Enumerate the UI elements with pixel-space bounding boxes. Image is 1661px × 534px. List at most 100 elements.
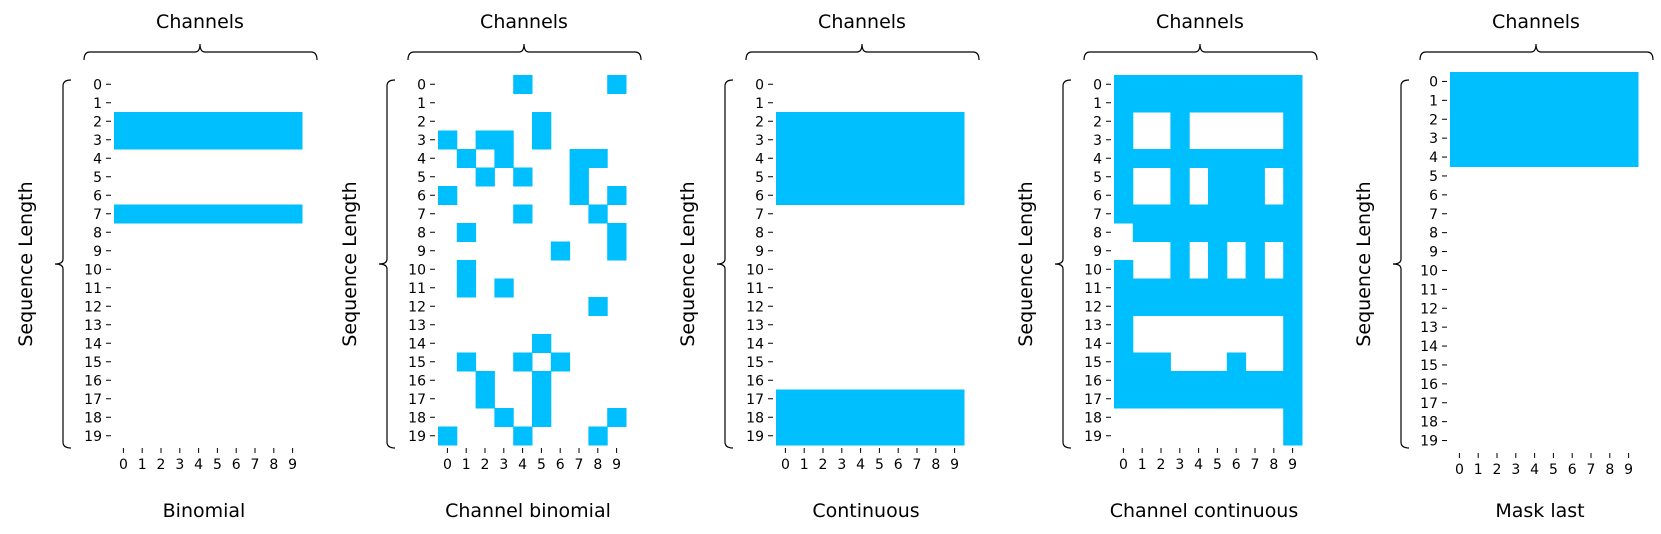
y-tick-label: 14: [1084, 336, 1102, 352]
y-tick-label: 15: [408, 355, 426, 371]
masked-cell: [456, 278, 477, 298]
masked-cell: [1619, 147, 1639, 167]
masked-cell: [776, 389, 796, 409]
masked-cell: [907, 186, 927, 205]
y-axis-label: Sequence Length: [15, 181, 37, 346]
masked-cell: [1208, 149, 1228, 168]
masked-cell: [1151, 93, 1171, 113]
y-axis-label: Sequence Length: [1015, 181, 1037, 346]
masked-cell: [945, 149, 965, 168]
masked-cell: [1487, 90, 1507, 111]
y-tick-label: 7: [1093, 207, 1102, 223]
masked-cell: [776, 408, 796, 427]
masked-cell: [1189, 278, 1209, 298]
y-axis-bracket: [1054, 79, 1072, 449]
masked-cell: [132, 204, 153, 224]
masked-cell: [776, 167, 796, 187]
masked-cell: [494, 130, 514, 150]
masked-cell: [1114, 352, 1134, 372]
y-tick-label: 7: [93, 207, 102, 223]
y-tick-label: 17: [84, 392, 102, 408]
masked-cell: [264, 130, 284, 150]
masked-cell: [151, 112, 171, 131]
masked-cell: [888, 186, 909, 205]
masked-cell: [1450, 109, 1470, 130]
y-tick-label: 2: [417, 114, 426, 130]
masked-cell: [870, 149, 890, 168]
x-tick-label: 0: [119, 457, 128, 473]
masked-cell: [1170, 167, 1190, 187]
masked-cell: [1264, 297, 1284, 316]
x-tick-label: 5: [213, 457, 222, 473]
y-tick-label: 18: [746, 410, 764, 426]
masked-cell: [588, 297, 608, 316]
x-tick-label: 9: [612, 457, 621, 473]
masked-cell: [888, 149, 909, 168]
y-tick-label: 19: [746, 429, 764, 445]
masked-cell: [1170, 278, 1190, 298]
x-tick-label: 2: [481, 457, 490, 473]
masked-cell: [1283, 167, 1303, 187]
masked-cell: [1208, 93, 1228, 113]
masked-cell: [794, 112, 815, 131]
y-tick-label: 4: [1093, 151, 1102, 167]
masked-cell: [607, 408, 627, 427]
masked-cell: [1170, 223, 1190, 242]
y-tick-label: 8: [1429, 226, 1438, 242]
masked-cell: [1283, 260, 1303, 279]
y-tick-label: 14: [408, 336, 426, 352]
x-tick-label: 2: [1493, 462, 1502, 478]
y-tick-label: 12: [746, 299, 764, 315]
x-axis-bracket: [1083, 43, 1318, 61]
masked-cell: [114, 204, 134, 224]
masked-cell: [438, 186, 458, 205]
masked-cell: [1226, 93, 1247, 113]
masked-cell: [870, 186, 890, 205]
masked-cell: [1226, 223, 1247, 242]
masked-cell: [1525, 90, 1545, 111]
masked-cell: [438, 426, 458, 446]
y-tick-label: 6: [1429, 188, 1438, 204]
y-tick-label: 13: [746, 318, 764, 334]
masked-cell: [1619, 72, 1639, 92]
y-tick-label: 5: [93, 170, 102, 186]
y-tick-label: 0: [1429, 74, 1438, 90]
masked-cell: [813, 408, 833, 427]
x-tick-label: 0: [1455, 462, 1464, 478]
masked-cell: [1619, 90, 1639, 111]
masked-cell: [475, 130, 495, 150]
masked-cell: [1245, 297, 1265, 316]
masked-cell: [832, 130, 852, 150]
y-tick-label: 19: [84, 429, 102, 445]
y-tick-label: 17: [1084, 392, 1102, 408]
masked-cell: [851, 167, 871, 187]
masked-cell: [1245, 223, 1265, 242]
x-axis-bracket: [1419, 43, 1654, 61]
y-tick-label: 15: [1084, 355, 1102, 371]
masked-cell: [456, 352, 477, 372]
y-tick-label: 17: [1420, 396, 1438, 412]
masked-cell: [794, 408, 815, 427]
y-tick-label: 5: [1093, 170, 1102, 186]
masked-cell: [907, 149, 927, 168]
masked-cell: [813, 149, 833, 168]
masked-cell: [532, 112, 552, 131]
masked-cell: [832, 426, 852, 446]
y-tick-label: 2: [1429, 112, 1438, 128]
masked-cell: [1544, 90, 1564, 111]
y-tick-label: 7: [1429, 207, 1438, 223]
masked-cell: [888, 426, 909, 446]
masked-cell: [1151, 297, 1171, 316]
masked-cell: [776, 426, 796, 446]
x-tick-label: 8: [1269, 457, 1278, 473]
y-tick-label: 0: [417, 77, 426, 93]
masked-cell: [1619, 109, 1639, 130]
y-tick-label: 12: [408, 299, 426, 315]
masked-cell: [1487, 72, 1507, 92]
masked-cell: [189, 130, 209, 150]
masked-cell: [1450, 128, 1470, 149]
masked-cell: [494, 149, 514, 168]
y-tick-label: 19: [408, 429, 426, 445]
